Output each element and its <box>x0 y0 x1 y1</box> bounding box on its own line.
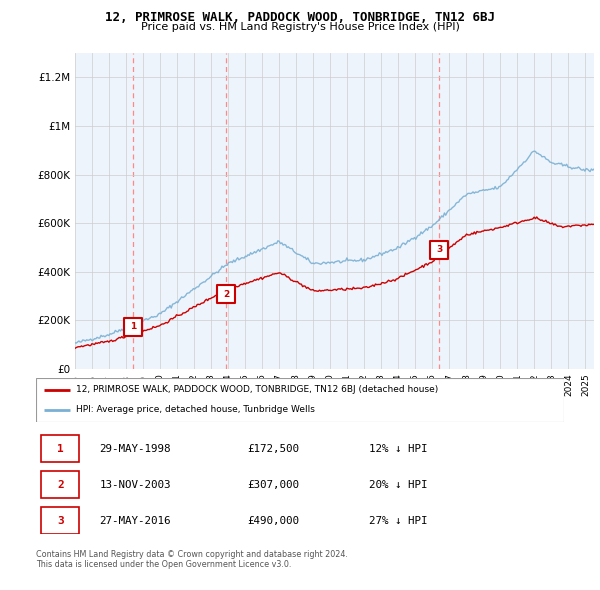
Text: 3: 3 <box>436 245 442 254</box>
Text: HPI: Average price, detached house, Tunbridge Wells: HPI: Average price, detached house, Tunb… <box>76 405 314 414</box>
Text: £172,500: £172,500 <box>247 444 299 454</box>
Text: 12, PRIMROSE WALK, PADDOCK WOOD, TONBRIDGE, TN12 6BJ: 12, PRIMROSE WALK, PADDOCK WOOD, TONBRID… <box>105 11 495 24</box>
FancyBboxPatch shape <box>41 435 79 463</box>
Text: 2: 2 <box>57 480 64 490</box>
Point <box>128 322 138 332</box>
Text: 1: 1 <box>57 444 64 454</box>
FancyBboxPatch shape <box>41 471 79 499</box>
Text: 3: 3 <box>57 516 64 526</box>
FancyBboxPatch shape <box>36 378 564 422</box>
Text: 13-NOV-2003: 13-NOV-2003 <box>100 480 171 490</box>
Text: 12% ↓ HPI: 12% ↓ HPI <box>368 444 427 454</box>
Text: Contains HM Land Registry data © Crown copyright and database right 2024.
This d: Contains HM Land Registry data © Crown c… <box>36 550 348 569</box>
Text: 12, PRIMROSE WALK, PADDOCK WOOD, TONBRIDGE, TN12 6BJ (detached house): 12, PRIMROSE WALK, PADDOCK WOOD, TONBRID… <box>76 385 438 394</box>
Text: 27% ↓ HPI: 27% ↓ HPI <box>368 516 427 526</box>
Text: 27-MAY-2016: 27-MAY-2016 <box>100 516 171 526</box>
Text: £307,000: £307,000 <box>247 480 299 490</box>
Text: Price paid vs. HM Land Registry's House Price Index (HPI): Price paid vs. HM Land Registry's House … <box>140 22 460 32</box>
FancyBboxPatch shape <box>41 507 79 535</box>
Text: £490,000: £490,000 <box>247 516 299 526</box>
Point <box>434 245 444 254</box>
Point <box>221 290 231 299</box>
Text: 29-MAY-1998: 29-MAY-1998 <box>100 444 171 454</box>
Text: 20% ↓ HPI: 20% ↓ HPI <box>368 480 427 490</box>
Text: 1: 1 <box>130 322 136 332</box>
Text: 2: 2 <box>223 290 229 299</box>
